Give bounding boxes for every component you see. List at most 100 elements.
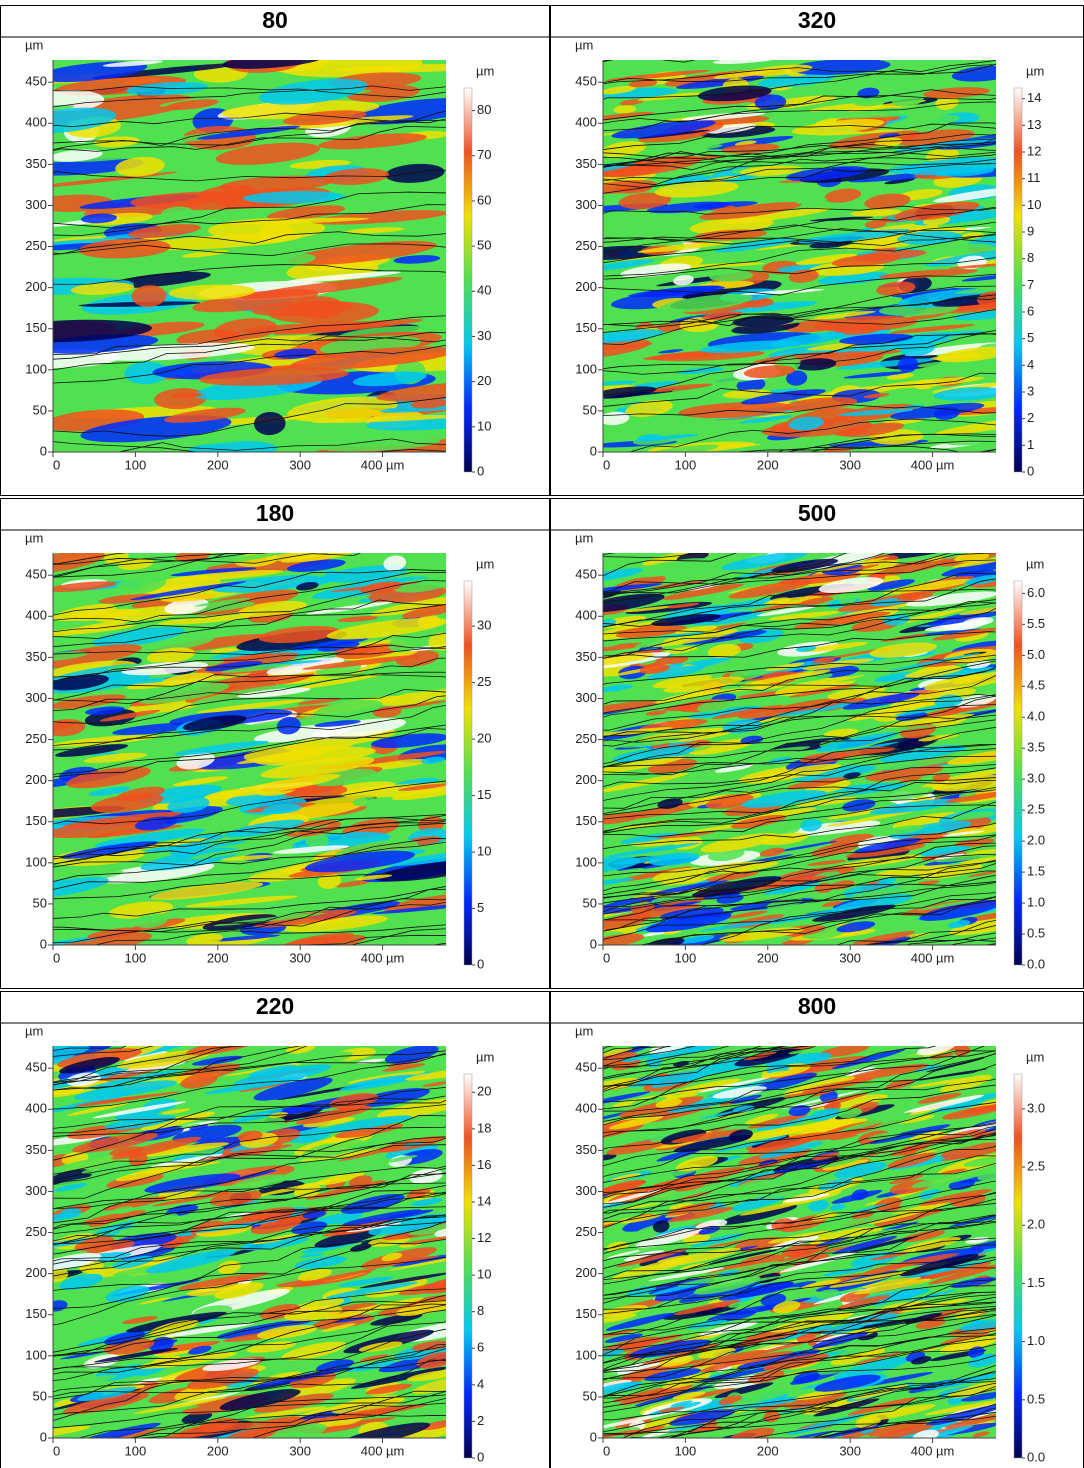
colorbar-tick-label: 10 [477, 1267, 491, 1282]
x-tick-label: 0 [53, 457, 60, 472]
surface-texture [842, 692, 920, 710]
surface-map [603, 553, 996, 945]
surface-texture [883, 825, 924, 835]
y-tick-label: 150 [25, 813, 47, 828]
grain-boundary [603, 572, 996, 628]
surface-texture [939, 1340, 996, 1353]
surface-texture [83, 752, 147, 763]
y-tick-label: 450 [575, 74, 597, 89]
colorbar-tick-label: 1 [1027, 437, 1034, 452]
grain-boundary [603, 1046, 790, 1092]
surface-texture [709, 270, 754, 282]
surface-texture [112, 1206, 135, 1214]
surface-texture [932, 775, 996, 792]
x-tick-label: 400 µm [361, 457, 405, 472]
panel-title: 180 [256, 500, 294, 526]
grain-boundary [603, 1046, 697, 1061]
grain-boundary [583, 453, 1059, 485]
surface-texture [963, 1155, 996, 1167]
surface-texture [66, 766, 151, 789]
surface-texture [92, 63, 240, 79]
surface-texture [383, 892, 446, 912]
colorbar-tick-label: 5 [477, 900, 484, 915]
surface-texture [318, 133, 427, 150]
surface-texture [311, 768, 377, 787]
grain-boundary [603, 589, 996, 628]
grain-boundary [603, 1053, 996, 1134]
surface-texture [603, 1313, 651, 1331]
y-unit: µm [25, 530, 43, 545]
surface-texture [324, 565, 408, 583]
surface-texture [91, 626, 185, 647]
surface-texture [286, 559, 346, 572]
surface-texture [845, 1063, 929, 1081]
surface-texture [941, 1142, 996, 1159]
surface-texture [760, 1070, 789, 1078]
surface-texture [391, 788, 446, 801]
surface-texture [216, 1319, 312, 1339]
surface-texture [370, 1313, 423, 1326]
surface-texture [883, 578, 973, 595]
grain-boundary [603, 1046, 731, 1067]
grain-boundary [603, 1180, 996, 1251]
surface-texture [334, 1123, 404, 1138]
colorbar-tick-label: 8 [1027, 250, 1034, 265]
x-tick-label: 100 [125, 950, 147, 965]
grain-boundary [603, 1128, 996, 1229]
surface-texture [747, 1370, 785, 1384]
surface-texture [408, 1223, 446, 1236]
y-tick-label: 350 [25, 649, 47, 664]
surface-texture [916, 360, 992, 368]
grain-boundary [603, 553, 709, 559]
surface-texture [689, 1349, 767, 1368]
surface-texture [634, 1385, 713, 1407]
surface-texture [816, 128, 918, 136]
surface-texture [657, 1255, 688, 1263]
surface-texture [818, 577, 884, 594]
surface-texture [376, 381, 446, 402]
grain-boundary [905, 939, 996, 945]
surface-texture [124, 361, 169, 385]
y-tick-label: 50 [583, 1388, 597, 1403]
grain-boundary [603, 668, 996, 718]
surface-texture [603, 401, 654, 414]
surface-texture [650, 349, 765, 362]
surface-texture [758, 72, 834, 88]
surface-texture [603, 1047, 633, 1058]
surface-texture [84, 706, 125, 715]
surface-texture [121, 1427, 185, 1438]
x-tick-label: 400 µm [911, 1443, 955, 1458]
surface-texture [187, 440, 277, 452]
surface-texture [60, 841, 158, 859]
surface-texture [326, 617, 446, 640]
surface-texture [68, 1168, 144, 1187]
grain-boundary [53, 822, 446, 860]
surface-texture [944, 1411, 996, 1429]
grain-boundary [603, 1122, 996, 1193]
colorbar-tick-label: 30 [477, 328, 491, 343]
surface-texture [341, 1209, 422, 1226]
surface-texture [954, 285, 996, 294]
surface-texture [604, 1333, 643, 1343]
x-tick-label: 400 µm [361, 1443, 405, 1458]
colorbar-tick-label: 3.0 [1027, 771, 1045, 786]
x-tick-label: 300 [839, 1443, 861, 1458]
surface-texture [359, 1272, 446, 1289]
grain-boundary [53, 688, 446, 725]
grain-boundary [603, 559, 996, 593]
colorbar-tick-label: 20 [477, 373, 491, 388]
surface-texture [657, 1406, 685, 1413]
y-tick-label: 150 [25, 1306, 47, 1321]
surface-texture [652, 674, 712, 689]
surface-texture [238, 660, 323, 668]
grain-boundary [53, 886, 446, 920]
surface-texture [803, 674, 866, 687]
surface-texture [603, 924, 657, 938]
x-tick-label: 300 [289, 950, 311, 965]
colorbar-tick-label: 18 [477, 1120, 491, 1135]
surface-texture [165, 99, 219, 111]
colorbar-tick-label: 0 [477, 956, 484, 971]
surface-texture [932, 292, 996, 307]
surface-texture [603, 1273, 651, 1288]
